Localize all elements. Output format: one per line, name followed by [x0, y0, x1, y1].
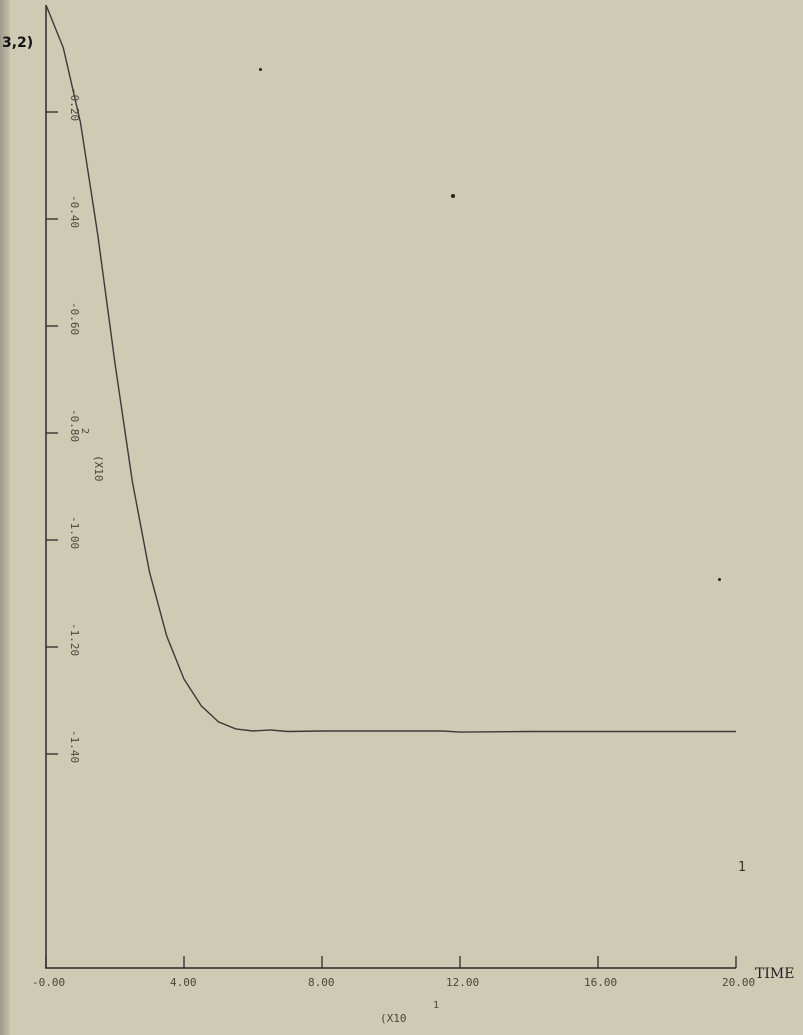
series-line	[45, 4, 736, 733]
y-tick-label: -1.40	[68, 730, 81, 764]
scan-speck	[259, 68, 262, 71]
x-multiplier: (X10	[380, 1012, 407, 1025]
y-multiplier-exponent: 2	[79, 428, 90, 435]
x-tick-label: 8.00	[308, 976, 335, 989]
y-tick-label: -0.60	[68, 302, 81, 336]
scan-speck	[718, 578, 721, 581]
x-tick-label: -0.00	[32, 976, 66, 989]
y-tick-label: -0.40	[68, 195, 81, 229]
x-tick-label: 12.00	[446, 976, 480, 989]
y-multiplier: (X10	[92, 455, 105, 482]
x-axis-title: TIME	[755, 966, 795, 982]
panel-id: 3,2)	[2, 35, 34, 51]
y-tick-label: -1.20	[68, 623, 81, 657]
scan-speck	[451, 194, 455, 198]
x-tick-label: 20.00	[722, 976, 756, 989]
y-tick-label: -0.20	[68, 88, 81, 122]
y-tick-label: -0.80	[68, 409, 81, 443]
scan-edge	[0, 0, 10, 1035]
y-ticks	[46, 111, 58, 755]
x-tick-label: 16.00	[584, 976, 618, 989]
x-ticks	[45, 956, 737, 968]
y-tick-label: -1.00	[68, 516, 81, 550]
x-multiplier-exponent: 1	[433, 1000, 440, 1011]
x-tick-label: 4.00	[170, 976, 197, 989]
series-label: 1	[738, 860, 746, 875]
